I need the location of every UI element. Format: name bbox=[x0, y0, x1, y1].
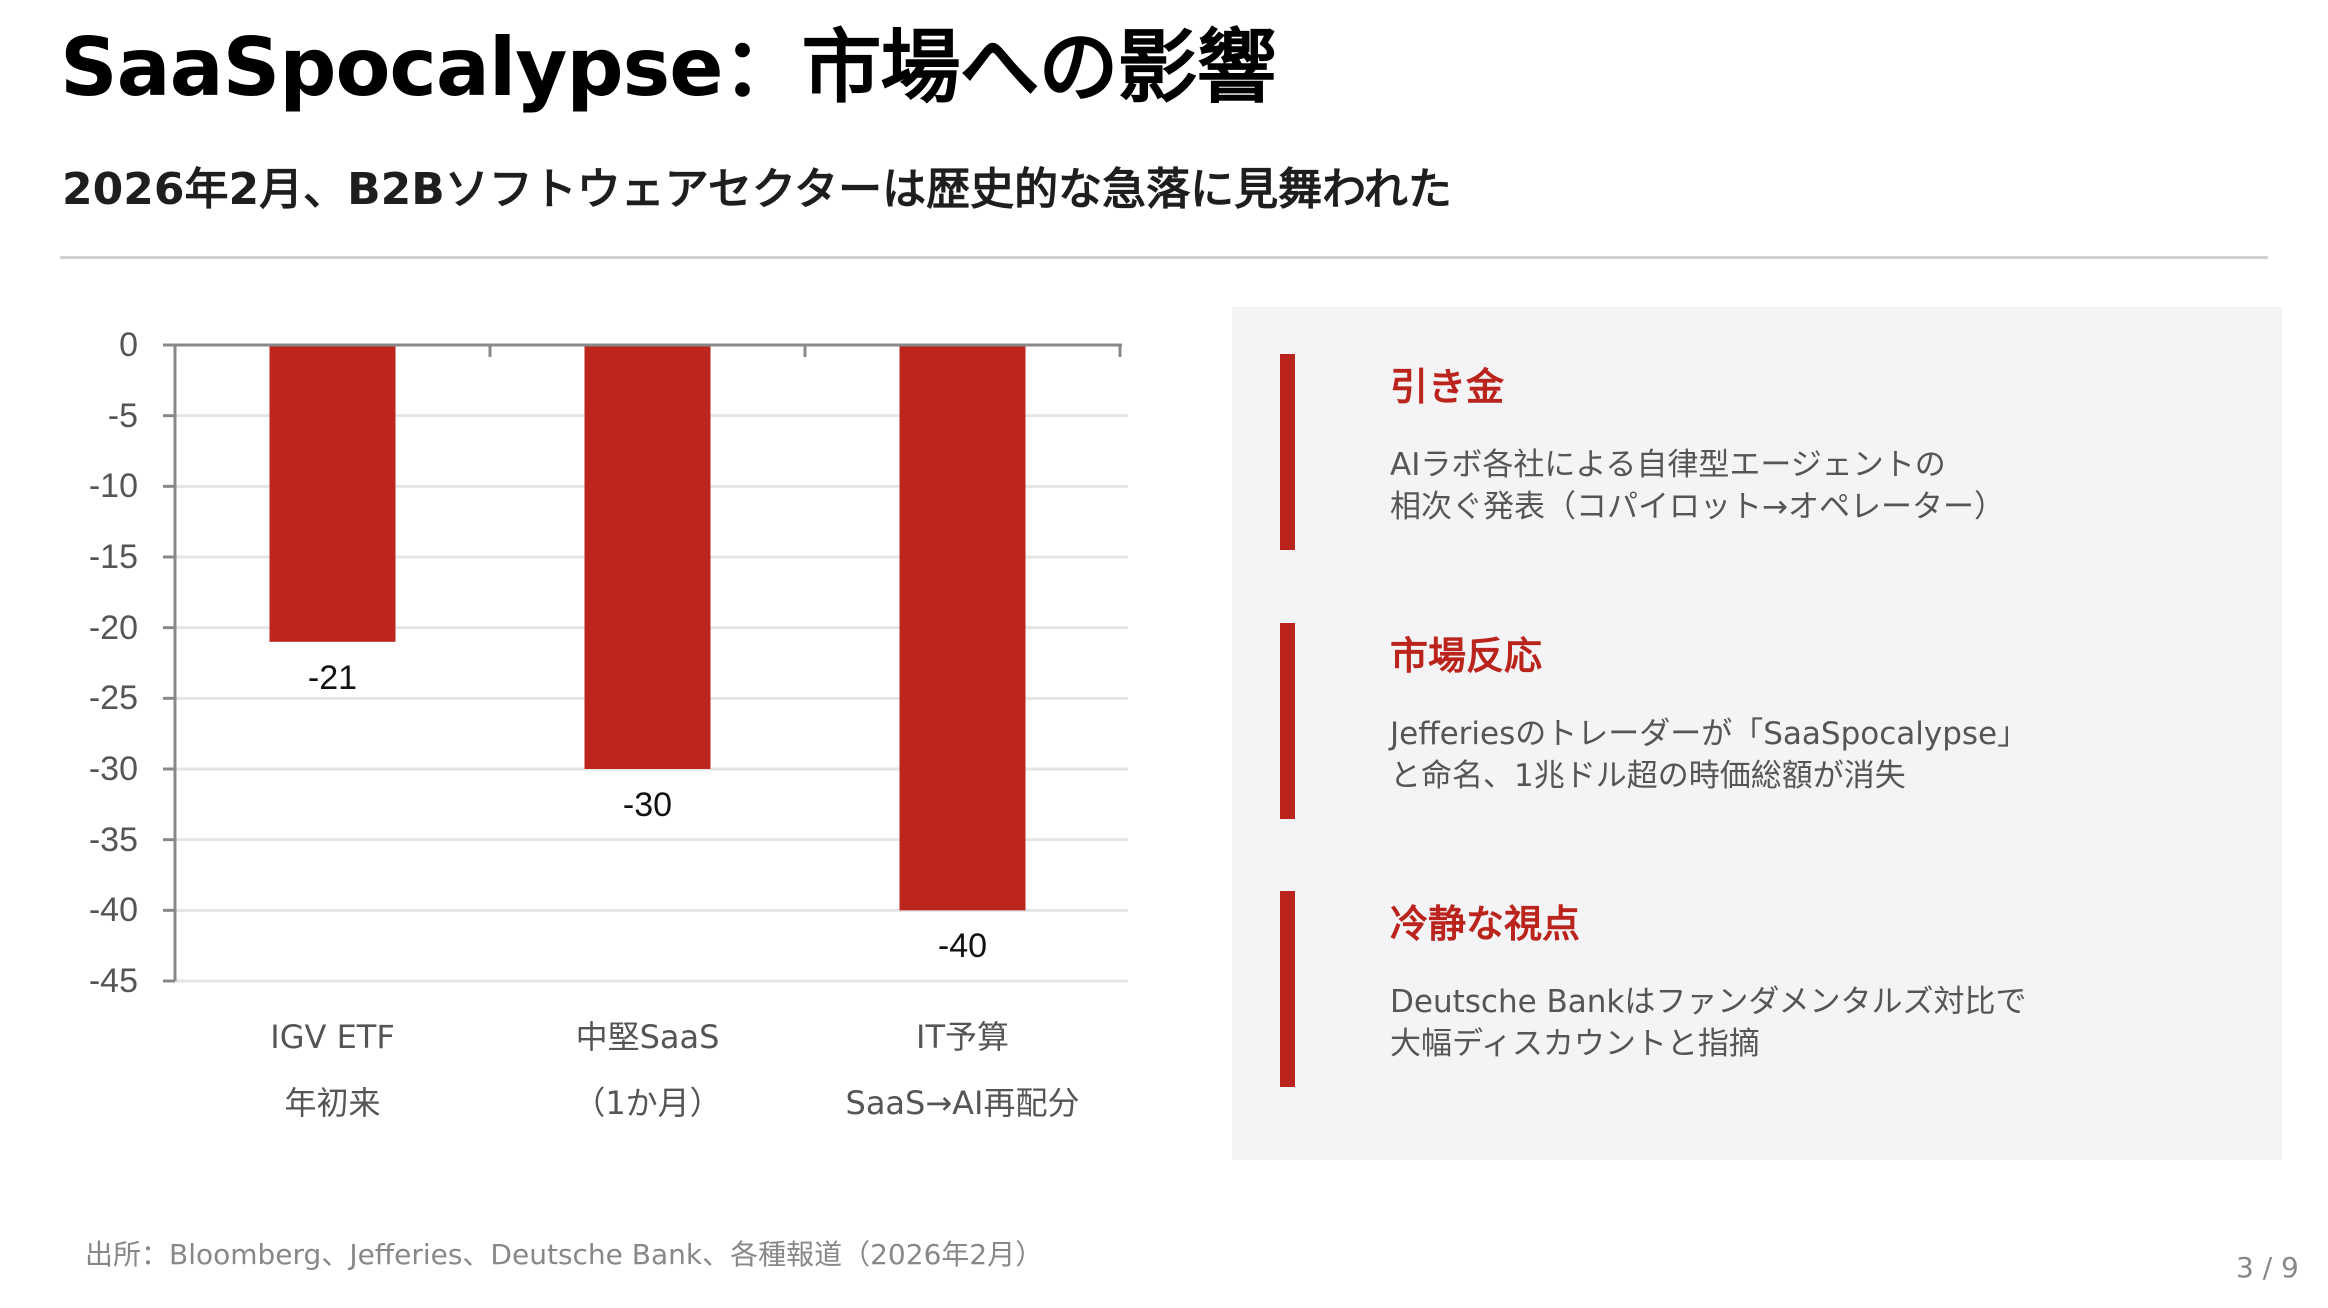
category-sublabel: SaaS→AI再配分 bbox=[845, 1084, 1080, 1122]
page-number: 3 / 9 bbox=[2236, 1251, 2299, 1284]
slide-subtitle: 2026年2月、B2Bソフトウェアセクターは歴史的な急落に見舞われた bbox=[62, 164, 1452, 215]
y-tick-label: -10 bbox=[88, 467, 138, 506]
section-body: AIラボ各社による自律型エージェントの 相次ぐ発表（コパイロット→オペレーター） bbox=[1390, 444, 2005, 528]
chart-plot-area bbox=[163, 343, 1128, 983]
header-divider bbox=[60, 256, 2268, 259]
y-tick-label: -40 bbox=[88, 891, 138, 930]
category-label: IT予算 bbox=[916, 1018, 1009, 1056]
section-body-line: 相次ぐ発表（コパイロット→オペレーター） bbox=[1390, 489, 2005, 525]
data-label: -21 bbox=[307, 658, 358, 697]
section-heading: 冷静な視点 bbox=[1390, 902, 1581, 946]
y-tick-label: -25 bbox=[88, 679, 138, 718]
category-sublabel: 年初来 bbox=[284, 1084, 381, 1122]
category-label: 中堅SaaS bbox=[575, 1018, 720, 1056]
category-sublabel: （1か月） bbox=[573, 1084, 722, 1122]
section-body-line: Jefferiesのトレーダーが「SaaSpocalypse」 bbox=[1390, 716, 2029, 752]
section-body-line: 大幅ディスカウントと指摘 bbox=[1390, 1026, 1760, 1062]
y-tick-label: 0 bbox=[119, 326, 138, 364]
insights-panel: 引き金 AIラボ各社による自律型エージェントの 相次ぐ発表（コパイロット→オペレ… bbox=[1232, 307, 2282, 1160]
accent-bar bbox=[1280, 891, 1295, 1087]
y-tick-label: -5 bbox=[107, 396, 138, 435]
accent-bar bbox=[1280, 354, 1295, 550]
y-tick-label: -35 bbox=[88, 820, 138, 859]
section-heading: 引き金 bbox=[1390, 365, 1505, 409]
section-calm-view: 冷静な視点 Deutsche Bankはファンダメンタルズ対比で 大幅ディスカウ… bbox=[1280, 891, 2260, 1087]
slide-title: SaaSpocalypse：市場への影響 bbox=[60, 21, 1277, 114]
section-heading: 市場反応 bbox=[1390, 634, 1543, 678]
bar bbox=[899, 345, 1026, 911]
category-label: IGV ETF bbox=[270, 1018, 395, 1056]
section-trigger: 引き金 AIラボ各社による自律型エージェントの 相次ぐ発表（コパイロット→オペレ… bbox=[1280, 354, 2260, 550]
y-tick-label: -30 bbox=[88, 750, 138, 788]
section-body: Deutsche Bankはファンダメンタルズ対比で 大幅ディスカウントと指摘 bbox=[1390, 981, 2026, 1065]
accent-bar bbox=[1280, 623, 1295, 819]
section-body-line: AIラボ各社による自律型エージェントの bbox=[1390, 447, 1946, 483]
y-tick-label: -15 bbox=[88, 538, 138, 576]
y-tick-label: -45 bbox=[88, 962, 138, 1000]
section-market-reaction: 市場反応 Jefferiesのトレーダーが「SaaSpocalypse」 と命名… bbox=[1280, 623, 2260, 819]
y-tick-label: -20 bbox=[88, 608, 138, 647]
section-body-line: と命名、1兆ドル超の時価総額が消失 bbox=[1390, 758, 1906, 794]
bar-chart: 0 -5 -10 -15 -20 -25 -30 -35 -40 -45 -21 -30 -40 IGV … bbox=[0, 0, 1200, 1180]
section-body: Jefferiesのトレーダーが「SaaSpocalypse」 と命名、1兆ドル… bbox=[1390, 713, 2028, 797]
bar bbox=[269, 345, 396, 642]
source-note: 出所：Bloomberg、Jefferies、Deutsche Bank、各種報… bbox=[85, 1238, 1044, 1271]
data-label: -30 bbox=[622, 786, 673, 824]
data-label: -40 bbox=[937, 927, 988, 966]
section-body-line: Deutsche Bankはファンダメンタルズ対比で bbox=[1390, 984, 2027, 1020]
bar bbox=[584, 345, 711, 769]
